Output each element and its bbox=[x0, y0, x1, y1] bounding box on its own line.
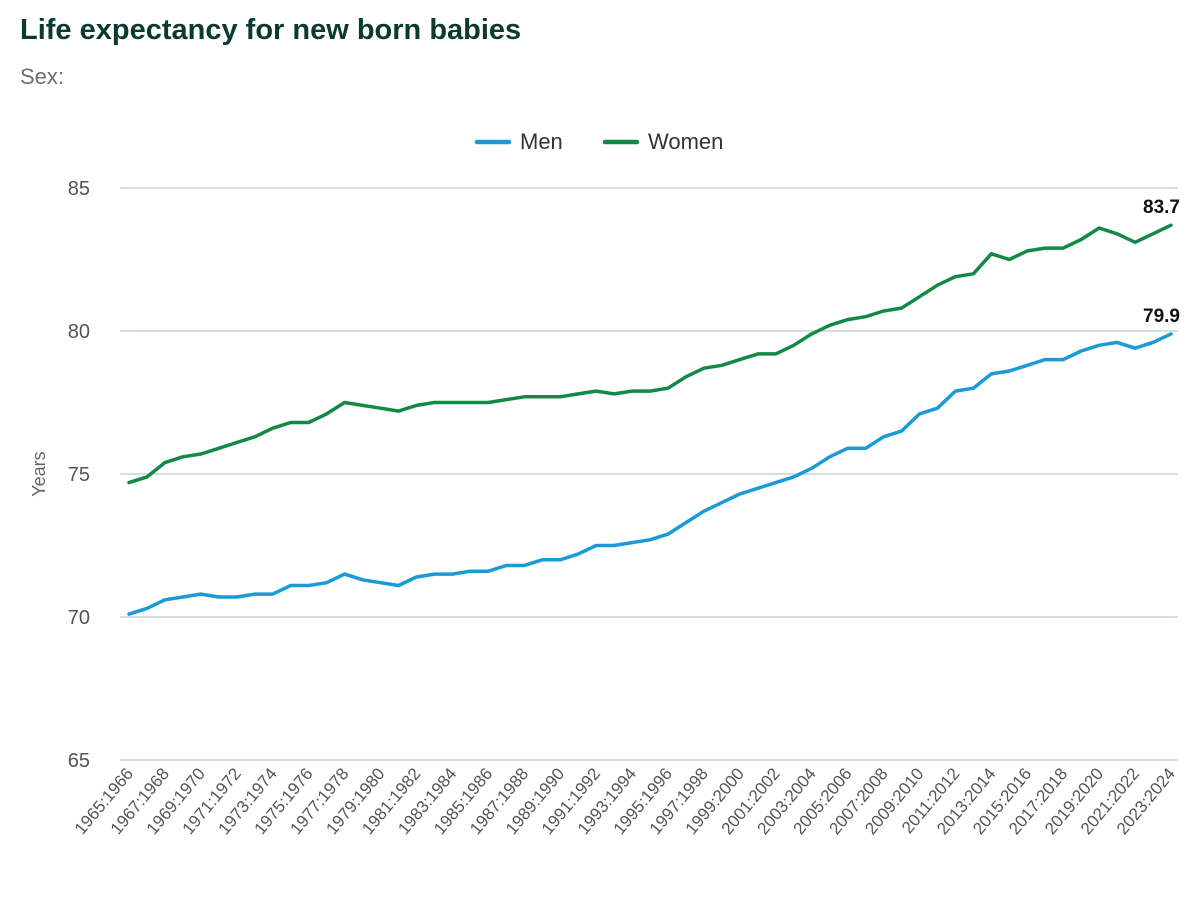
series-line-men bbox=[127, 332, 1173, 616]
end-value-label-women: 83.7 bbox=[1143, 197, 1180, 218]
y-tick-label-75: 75 bbox=[68, 464, 90, 486]
chart-title: Life expectancy for new born babies bbox=[20, 14, 522, 46]
y-axis-title: Years bbox=[29, 451, 49, 496]
end-labels: 79.9 83.7 bbox=[1143, 197, 1180, 327]
y-tick-label-65: 65 bbox=[68, 750, 90, 772]
x-axis-ticks: 1965:19661967:19681969:19701971:19721973… bbox=[71, 764, 1179, 838]
legend-label-men: Men bbox=[520, 129, 563, 154]
y-tick-label-80: 80 bbox=[68, 321, 90, 343]
y-tick-label-85: 85 bbox=[68, 178, 90, 200]
legend: Men Women bbox=[474, 129, 723, 154]
series-line-women bbox=[127, 223, 1173, 485]
end-value-label-men: 79.9 bbox=[1143, 306, 1180, 327]
y-axis-ticks: 65 70 75 80 85 bbox=[68, 178, 90, 772]
series-lines bbox=[127, 223, 1173, 616]
y-tick-label-70: 70 bbox=[68, 607, 90, 629]
sex-filter-label: Sex: bbox=[20, 64, 65, 89]
gridlines bbox=[120, 187, 1178, 761]
legend-label-women: Women bbox=[648, 129, 723, 154]
